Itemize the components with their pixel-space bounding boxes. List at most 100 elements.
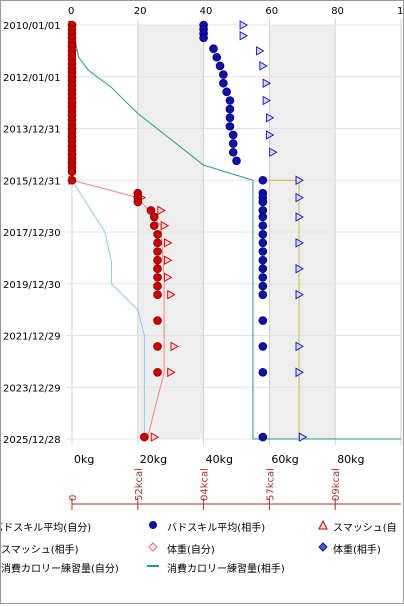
- data-point-opp-skill: [209, 44, 218, 53]
- series-line: [71, 179, 165, 438]
- data-point-own-smash: [163, 238, 173, 248]
- data-point-own-skill: [133, 197, 143, 207]
- x-top-tick-label: 20: [134, 6, 147, 17]
- legend-label-own-smash: スマッシュ(自: [333, 523, 397, 534]
- data-point-opp-skill: [258, 264, 268, 274]
- data-point-opp-smash: [269, 147, 278, 158]
- data-point-opp-skill: [228, 139, 238, 148]
- legend-label-opp-weight: 体重(相手): [333, 545, 381, 556]
- data-point-opp-skill: [219, 70, 228, 79]
- data-point-own-skill: [153, 290, 162, 299]
- data-point-own-skill: [153, 238, 162, 248]
- data-point-opp-skill: [258, 316, 268, 325]
- data-point-opp-skill: [219, 78, 228, 88]
- data-point-own-smash: [163, 255, 173, 265]
- data-point-own-skill: [153, 342, 162, 351]
- data-point-own-skill: [153, 255, 162, 265]
- x-top-tick-label: 10: [397, 6, 403, 17]
- legend-label-opp-calorie: 消費カロリー練習量(相手): [167, 564, 285, 575]
- y-tick-label: 2019/12/30: [3, 280, 61, 291]
- data-point-opp-skill: [225, 122, 235, 131]
- x-bottom-tick-label: 80kg: [337, 453, 364, 466]
- data-point-opp-skill: [212, 52, 222, 62]
- data-point-opp-smash: [239, 30, 248, 41]
- data-point-opp-skill: [225, 96, 235, 105]
- x-bottom-tick-label: 40kg: [206, 453, 233, 466]
- y-tick-label: 2013/12/31: [3, 125, 61, 136]
- data-point-own-skill: [153, 264, 162, 274]
- kcal-tick-label: 57kcal: [265, 468, 276, 501]
- data-point-opp-smash: [262, 78, 272, 88]
- x-top-tick-label: 60: [265, 6, 278, 17]
- data-point-own-skill: [153, 273, 162, 282]
- data-point-opp-skill: [258, 367, 268, 377]
- data-point-opp-smash: [265, 130, 275, 140]
- legend-label-opp-smash: スマッシュ(相手): [1, 545, 79, 556]
- kcal-tick-label: 09kcal: [331, 468, 342, 501]
- y-tick-label: 2012/01/01: [3, 73, 61, 84]
- data-point-opp-smash: [259, 61, 268, 71]
- data-point-opp-skill: [222, 87, 231, 97]
- data-point-opp-skill: [225, 113, 235, 123]
- kcal-tick-label: 0: [68, 495, 79, 501]
- data-point-own-skill: [67, 167, 77, 176]
- data-point-opp-smash: [295, 341, 304, 352]
- triangle-red-icon: [318, 519, 328, 530]
- y-tick-label: 2021/12/29: [3, 332, 61, 343]
- y-tick-label: 2023/12/29: [3, 383, 61, 394]
- data-point-opp-skill: [258, 221, 268, 230]
- y-tick-label: 2010/01/01: [3, 21, 61, 32]
- legend-label-opp-skill: バドスキル平均(相手): [167, 523, 266, 534]
- y-tick-label: 2015/12/31: [3, 176, 61, 187]
- data-point-opp-skill: [199, 33, 208, 43]
- data-point-opp-skill: [258, 342, 268, 351]
- data-point-own-skill: [149, 221, 159, 230]
- data-point-opp-skill: [228, 147, 238, 157]
- data-point-own-skill: [153, 367, 162, 377]
- data-point-opp-skill: [258, 432, 268, 442]
- x-top-tick-label: 40: [200, 6, 213, 17]
- data-point-opp-skill: [258, 230, 268, 239]
- data-point-own-smash: [167, 289, 176, 300]
- data-point-own-smash: [150, 432, 160, 442]
- data-point-opp-skill: [258, 197, 268, 207]
- data-point-opp-smash: [262, 95, 272, 106]
- x-bottom-tick-label: 20kg: [140, 453, 167, 466]
- data-point-opp-skill: [215, 61, 225, 71]
- data-point-own-skill: [67, 175, 77, 185]
- kcal-tick-label: 04kcal: [200, 468, 211, 501]
- data-point-opp-skill: [258, 281, 268, 291]
- data-point-opp-skill: [258, 273, 268, 282]
- legend-label-own-weight: 体重(自分): [167, 545, 215, 556]
- data-point-opp-smash: [295, 263, 304, 274]
- data-point-opp-skill: [258, 212, 268, 222]
- data-point-opp-smash: [295, 289, 304, 300]
- x-bottom-tick-label: 0kg: [74, 453, 94, 466]
- data-point-opp-skill: [228, 130, 238, 140]
- data-point-own-skill: [140, 432, 149, 442]
- diamond-red-icon: [148, 542, 158, 552]
- data-point-opp-smash: [265, 112, 275, 123]
- data-point-opp-smash: [295, 367, 304, 378]
- y-tick-label: 2017/12/30: [3, 228, 61, 239]
- legend-label-own-calorie: 消費カロリー練習量(自分): [1, 564, 119, 575]
- data-point-own-smash: [160, 220, 170, 231]
- data-point-opp-skill: [225, 104, 235, 114]
- x-bottom-tick-label: 60kg: [271, 453, 298, 466]
- legend-label-own-skill: バドスキル平均(自分): [0, 523, 92, 534]
- data-point-opp-skill: [258, 175, 268, 185]
- circle-blue-icon: [149, 521, 157, 529]
- kcal-tick-label: 52kcal: [134, 468, 145, 501]
- data-point-opp-skill: [258, 255, 268, 265]
- x-top-tick-label: 0: [68, 6, 74, 17]
- x-top-tick-label: 80: [331, 6, 344, 17]
- y-tick-label: 2025/12/28: [3, 435, 61, 446]
- data-point-own-smash: [170, 341, 179, 352]
- data-point-opp-smash: [295, 175, 304, 186]
- data-point-own-smash: [163, 272, 173, 283]
- data-point-own-smash: [157, 205, 166, 216]
- data-point-own-skill: [153, 247, 162, 256]
- diamond-blue-icon: [318, 542, 328, 552]
